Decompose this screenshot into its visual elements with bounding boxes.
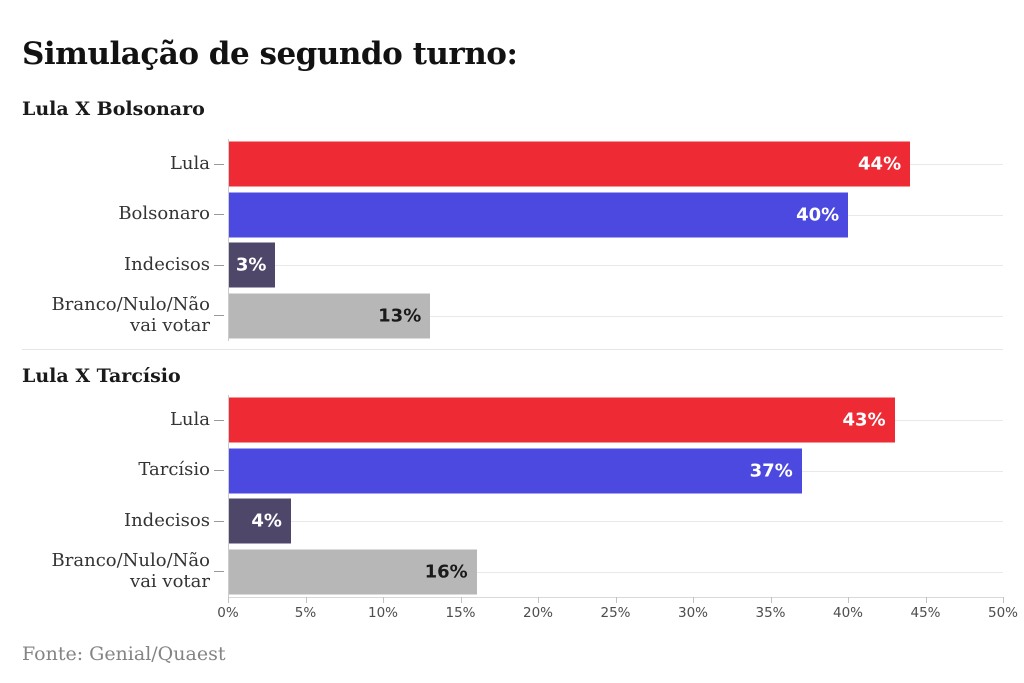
x-axis: 0% 5% 10% 15% 20% 25% 30% 35% 40% 45% 50% bbox=[217, 596, 1018, 625]
category-tick-dash bbox=[214, 214, 224, 216]
bar-row: Bolsonaro 40% bbox=[22, 189, 1003, 240]
bar-row: Indecisos 3% bbox=[22, 239, 1003, 291]
row-gridline bbox=[229, 521, 1003, 523]
axis-tick-label: 15% bbox=[445, 604, 476, 621]
axis-tick bbox=[538, 596, 539, 603]
category-tick-dash bbox=[214, 315, 224, 317]
axis-tick bbox=[770, 596, 772, 603]
axis-tick bbox=[615, 596, 617, 603]
axis-tick bbox=[228, 596, 229, 603]
chart-subtitle-lula-tarcisio: Lula X Tarcísio bbox=[22, 364, 181, 387]
category-tick-dash bbox=[214, 419, 224, 421]
axis-tick-label: 45% bbox=[910, 604, 941, 621]
category-label: Bolsonaro bbox=[118, 203, 210, 225]
bar: 44% bbox=[229, 141, 911, 187]
category-tick-dash bbox=[214, 520, 224, 522]
value-label: 3% bbox=[235, 254, 267, 276]
category-label: Indecisos bbox=[123, 509, 210, 531]
value-label: 37% bbox=[749, 460, 793, 482]
category-label: Branco/Nulo/Não vai votar bbox=[51, 294, 210, 336]
chart-lula-x-bolsonaro: Lula X Bolsonaro Lula 44% Bolsonaro 40% Inde… bbox=[22, 98, 1003, 341]
category-label: Indecisos bbox=[123, 253, 210, 275]
bar-track: 3% bbox=[228, 239, 1003, 291]
bar: 13% bbox=[229, 293, 431, 339]
bar-track: 4% bbox=[228, 495, 1003, 547]
value-label: 44% bbox=[858, 153, 902, 175]
section-divider bbox=[22, 348, 1003, 350]
category-label: Branco/Nulo/Não vai votar bbox=[51, 549, 210, 592]
bar-track: 43% bbox=[228, 394, 1003, 446]
category-label: Tarcísio bbox=[138, 459, 210, 481]
bar: 37% bbox=[229, 448, 802, 494]
bar: 16% bbox=[229, 549, 477, 595]
axis-tick bbox=[460, 596, 462, 603]
bar: 43% bbox=[229, 397, 895, 443]
bar-row: Branco/Nulo/Não vai votar 16% bbox=[22, 546, 1003, 597]
axis-tick bbox=[305, 596, 307, 603]
bar-row: Lula 44% bbox=[22, 138, 1003, 190]
bar-track: 16% bbox=[228, 546, 1003, 597]
chart-subtitle-lula-bolsonaro: Lula X Bolsonaro bbox=[22, 98, 205, 121]
page-title: Simulação de segundo turno: bbox=[22, 36, 518, 72]
chart-lula-x-tarcisio: Lula X Tarcísio Lula 43% Tarcísio 37% Indeci… bbox=[22, 365, 1003, 597]
axis-tick bbox=[693, 596, 694, 603]
axis-tick bbox=[1003, 596, 1004, 603]
row-gridline bbox=[229, 265, 1003, 267]
category-tick-dash bbox=[214, 470, 224, 472]
value-label: 16% bbox=[424, 561, 468, 583]
axis-tick-label: 40% bbox=[832, 604, 864, 621]
value-label: 13% bbox=[378, 305, 422, 327]
bar-track: 40% bbox=[228, 189, 1003, 240]
axis-tick-label: 30% bbox=[677, 604, 709, 621]
value-label: 40% bbox=[796, 204, 840, 226]
bar-track: 37% bbox=[228, 445, 1003, 496]
axis-tick-label: 50% bbox=[987, 604, 1019, 621]
category-label: Lula bbox=[169, 408, 210, 430]
category-tick-dash bbox=[214, 264, 224, 266]
bar-track: 13% bbox=[228, 290, 1003, 341]
source-note: Fonte: Genial/Quaest bbox=[22, 642, 226, 665]
row-gridline bbox=[229, 315, 1003, 317]
axis-tick-label: 0% bbox=[217, 604, 239, 621]
axis-tick bbox=[848, 596, 849, 603]
value-label: 43% bbox=[842, 409, 886, 431]
category-label: Lula bbox=[169, 152, 210, 174]
axis-tick-label: 20% bbox=[522, 604, 554, 621]
axis-tick bbox=[383, 596, 384, 603]
axis-tick-label: 25% bbox=[600, 604, 631, 621]
bar-row: Lula 43% bbox=[22, 394, 1003, 446]
category-tick-dash bbox=[214, 163, 224, 165]
bar-rows: Lula 44% Bolsonaro 40% Indecisos 3% Branco/Nul… bbox=[22, 138, 1003, 341]
axis-tick bbox=[925, 596, 927, 603]
axis-tick-label: 10% bbox=[367, 604, 399, 621]
bar: 3% bbox=[229, 242, 276, 288]
value-label: 4% bbox=[251, 510, 282, 532]
axis-tick-label: 5% bbox=[294, 604, 317, 621]
bar-track: 44% bbox=[228, 138, 1003, 190]
bar-rows: Lula 43% Tarcísio 37% Indecisos 4% Branco/Nulo… bbox=[22, 394, 1003, 597]
bar: 40% bbox=[229, 192, 849, 238]
bar: 4% bbox=[229, 498, 291, 544]
bar-row: Tarcísio 37% bbox=[22, 445, 1003, 496]
row-gridline bbox=[229, 571, 1003, 573]
bar-row: Indecisos 4% bbox=[22, 495, 1003, 547]
category-tick-dash bbox=[214, 571, 224, 573]
axis-tick-label: 35% bbox=[755, 604, 786, 621]
bar-row: Branco/Nulo/Não vai votar 13% bbox=[22, 290, 1003, 341]
